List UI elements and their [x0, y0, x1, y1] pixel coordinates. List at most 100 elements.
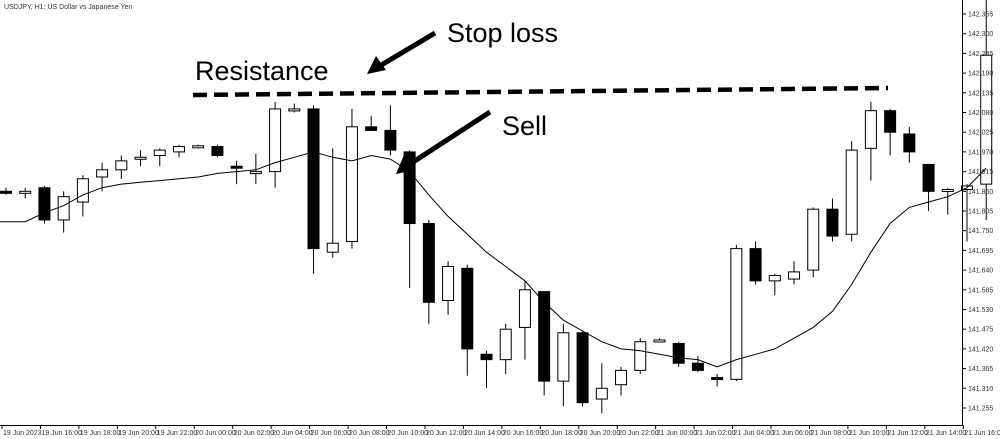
- time-tick-label: 21 Jun 12:00: [887, 430, 928, 437]
- candle-body: [326, 242, 339, 253]
- candle-body: [557, 332, 570, 382]
- time-tick-label: 21 Jun 10:00: [849, 430, 890, 437]
- candle-body: [403, 151, 416, 225]
- candle-body: [345, 126, 358, 242]
- candle-body: [115, 160, 128, 171]
- candle-body: [288, 108, 301, 112]
- candle-body: [384, 129, 397, 151]
- time-tick-label: 21 Jun 14:00: [926, 430, 967, 437]
- candle: [57, 191, 70, 233]
- time-tick-label: 20 Jun 00:00: [195, 430, 236, 437]
- price-tick-label: 141.860: [968, 189, 993, 196]
- candle: [845, 141, 858, 242]
- price-tick-label: 141.970: [968, 149, 993, 156]
- candle: [96, 162, 109, 192]
- candle-body: [365, 126, 378, 131]
- price-tick-label: 141.640: [968, 268, 993, 275]
- stop-loss-label: Stop loss: [447, 18, 558, 48]
- time-tick-label: 21 Jun 06:00: [772, 430, 813, 437]
- candle: [345, 108, 358, 249]
- candle: [768, 273, 781, 296]
- candle: [864, 101, 877, 181]
- candle: [634, 338, 647, 374]
- candle-body: [518, 289, 531, 328]
- candle: [153, 148, 166, 167]
- time-tick-label: 19 Jun 22:00: [157, 430, 198, 437]
- candle: [653, 338, 666, 343]
- candle: [730, 245, 743, 382]
- price-tick-label: 142.135: [968, 90, 993, 97]
- candle: [941, 187, 954, 215]
- price-tick-label: 141.310: [968, 386, 993, 393]
- time-tick-label: 19 Jun 16:00: [41, 430, 82, 437]
- sell-arrow: [396, 109, 492, 174]
- candle-body: [749, 248, 762, 282]
- candle: [442, 261, 455, 315]
- candle-body: [903, 133, 916, 153]
- time-tick-label: 21 Jun 00:00: [657, 430, 698, 437]
- price-tick-label: 142.080: [968, 110, 993, 117]
- candle-body: [480, 353, 493, 361]
- time-tick-label: 21 Jun 08:00: [810, 430, 851, 437]
- time-tick-label: 20 Jun 02:00: [234, 430, 275, 437]
- candle-body: [884, 110, 897, 133]
- candle-body: [845, 149, 858, 235]
- price-tick-label: 141.585: [968, 287, 993, 294]
- candle-body: [576, 332, 589, 404]
- window-title: USDJPY, H1: US Dollar vs Japanese Yen: [4, 4, 132, 11]
- price-axis: 142.355 142.300 142.245 142.190 142.135 142.0…: [962, 0, 993, 426]
- candle: [807, 207, 820, 278]
- time-tick-label: 20 Jun 14:00: [464, 430, 505, 437]
- candle: [691, 356, 704, 373]
- candle-body: [538, 291, 551, 382]
- price-tick-label: 141.530: [968, 307, 993, 314]
- candle: [518, 280, 531, 360]
- candle-body: [307, 108, 320, 250]
- price-tick-label: 142.025: [968, 130, 993, 137]
- candle-body: [422, 223, 435, 303]
- candle: [134, 150, 147, 167]
- candles-layer: [0, 0, 993, 414]
- candle-body: [499, 328, 512, 361]
- candle: [269, 101, 282, 188]
- time-tick-label: 20 Jun 06:00: [311, 430, 352, 437]
- candle: [403, 150, 416, 289]
- candle-body: [211, 146, 224, 156]
- price-tick-label: 141.255: [968, 406, 993, 413]
- candle-body: [634, 341, 647, 371]
- candle-body: [153, 149, 166, 156]
- candle: [288, 103, 301, 113]
- resistance-label: Resistance: [195, 56, 329, 86]
- candle-body: [691, 362, 704, 371]
- candle-body: [249, 171, 262, 175]
- candle: [499, 323, 512, 374]
- time-tick-label: 20 Jun 08:00: [349, 430, 390, 437]
- candle-body: [826, 208, 839, 237]
- candle-body: [980, 54, 993, 185]
- resistance-line: [192, 85, 889, 98]
- price-tick-label: 142.300: [968, 31, 993, 38]
- candle: [211, 144, 224, 158]
- candle-body: [461, 267, 474, 350]
- candle-body: [192, 145, 205, 149]
- time-tick-label: 19 Jun 18:00: [80, 430, 121, 437]
- candle: [384, 105, 397, 156]
- candle: [788, 261, 801, 285]
- candle-body: [38, 187, 51, 221]
- price-tick-label: 141.420: [968, 346, 993, 353]
- candle: [461, 264, 474, 376]
- candle: [826, 198, 839, 242]
- price-tick-label: 142.245: [968, 51, 993, 58]
- candle: [326, 148, 339, 258]
- candle: [365, 116, 378, 131]
- candle-body: [172, 146, 185, 153]
- sell-label: Sell: [502, 111, 547, 141]
- price-tick-label: 142.355: [968, 12, 993, 19]
- candle-body: [615, 369, 628, 386]
- candle: [172, 144, 185, 158]
- candle: [980, 0, 993, 220]
- candle-body: [230, 165, 243, 169]
- candle-body: [442, 266, 455, 302]
- time-tick-label: 19 Jun 2023: [3, 430, 42, 437]
